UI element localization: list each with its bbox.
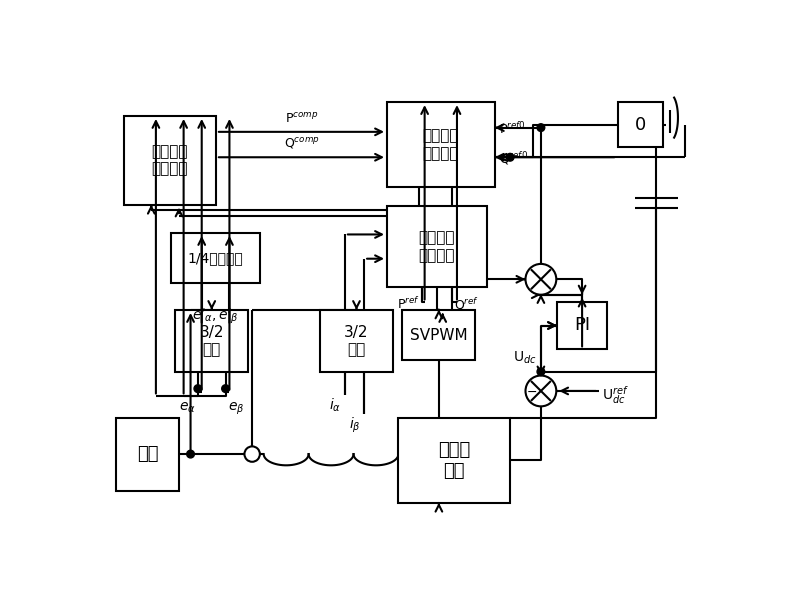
Bar: [557, 302, 607, 349]
Bar: [387, 206, 487, 287]
Bar: [398, 418, 510, 503]
Text: U$_{dc}$: U$_{dc}$: [514, 349, 537, 365]
Text: $e_\beta$: $e_\beta$: [228, 401, 244, 417]
Text: P$^{ref0}$: P$^{ref0}$: [498, 121, 526, 137]
Text: SVPWM: SVPWM: [410, 328, 468, 343]
Text: 3/2
变换: 3/2 变换: [199, 325, 224, 357]
Bar: [320, 310, 393, 372]
Bar: [175, 310, 248, 372]
Circle shape: [506, 154, 514, 161]
Text: 0: 0: [634, 115, 646, 133]
Text: $e'_\alpha,e'_\beta$: $e'_\alpha,e'_\beta$: [192, 306, 239, 325]
Circle shape: [194, 385, 202, 393]
Bar: [618, 102, 662, 147]
Text: U$_{dc}^{ref}$: U$_{dc}^{ref}$: [602, 384, 630, 406]
Bar: [123, 116, 216, 205]
Circle shape: [186, 450, 194, 458]
Text: 最终功率
指令计算: 最终功率 指令计算: [422, 129, 459, 161]
Text: 功率补偿
指令计算: 功率补偿 指令计算: [151, 144, 188, 177]
Circle shape: [222, 385, 230, 393]
Bar: [171, 233, 260, 283]
Circle shape: [526, 375, 556, 406]
Circle shape: [537, 124, 545, 131]
Text: P$^{ref}$: P$^{ref}$: [397, 296, 420, 312]
Text: 网侧整
流器: 网侧整 流器: [438, 441, 470, 480]
Bar: [387, 102, 494, 187]
Text: −: −: [527, 386, 538, 399]
Bar: [116, 418, 179, 491]
Text: Q$^{ref}$: Q$^{ref}$: [454, 296, 479, 313]
Text: $e_\alpha$: $e_\alpha$: [178, 401, 195, 415]
Bar: [402, 310, 475, 360]
Text: 3/2
变换: 3/2 变换: [344, 325, 369, 357]
Text: 电网: 电网: [137, 446, 158, 464]
Circle shape: [526, 264, 556, 295]
Text: P$^{comp}$: P$^{comp}$: [285, 112, 318, 126]
Text: $i_\alpha$: $i_\alpha$: [329, 396, 341, 414]
Text: Q$^{ref0}$: Q$^{ref0}$: [498, 151, 527, 167]
Circle shape: [537, 368, 545, 375]
Text: Q$^{comp}$: Q$^{comp}$: [283, 136, 319, 151]
Text: 1/4周期延迟: 1/4周期延迟: [188, 251, 243, 265]
Text: $i_\beta$: $i_\beta$: [349, 415, 360, 435]
Circle shape: [245, 446, 260, 462]
Text: 电压矢量
指令生成: 电压矢量 指令生成: [418, 230, 455, 263]
Text: PI: PI: [574, 317, 590, 334]
